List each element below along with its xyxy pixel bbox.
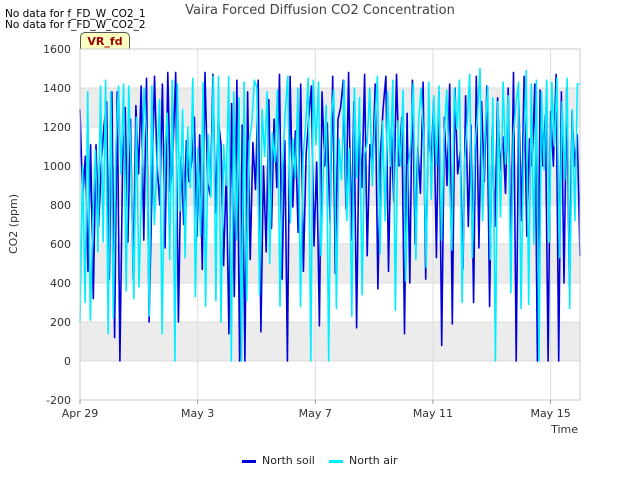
legend-label-north-soil: North soil [262, 454, 315, 467]
y-axis-label: CO2 (ppm) [7, 194, 20, 254]
chart-title: Vaira Forced Diffusion CO2 Concentration [185, 3, 455, 18]
legend: North soil North air [0, 453, 640, 469]
x-tick-label: May 7 [299, 407, 332, 420]
series-lines [79, 67, 581, 362]
site-badge: VR_fd [80, 32, 130, 52]
y-tick-label: 200 [50, 316, 71, 329]
y-tick-label: 400 [50, 277, 71, 290]
x-axis-label: Time [550, 423, 578, 436]
y-tick-label: 1000 [43, 160, 71, 173]
y-tick-label: 1400 [43, 82, 71, 95]
plot-frame [79, 48, 581, 401]
legend-swatch-north-air [329, 460, 343, 463]
x-tick-label: May 15 [530, 407, 570, 420]
y-tick-label: 1200 [43, 121, 71, 134]
x-tick-label: May 11 [413, 407, 453, 420]
x-tick-label: Apr 29 [62, 407, 99, 420]
series-line-north-air [79, 67, 580, 362]
legend-label-north-air: North air [349, 454, 398, 467]
y-tick-label: -200 [46, 394, 71, 407]
y-tick-label: 0 [64, 355, 71, 368]
y-ticks: -200 0 200 400 600 800 1000 1200 1400 1600 [43, 43, 71, 407]
x-ticks: Apr 29 May 3 May 7 May 11 May 15 [62, 400, 571, 420]
y-tick-label: 800 [50, 199, 71, 212]
x-tick-label: May 3 [181, 407, 214, 420]
no-data-note-1: No data for f_FD_W_CO2_1 [5, 8, 146, 20]
band [80, 322, 580, 361]
legend-swatch-north-soil [242, 460, 256, 463]
y-tick-label: 1600 [43, 43, 71, 56]
no-data-note-2: No data for f_FD_W_CO2_2 [5, 19, 146, 31]
y-tick-label: 600 [50, 238, 71, 251]
